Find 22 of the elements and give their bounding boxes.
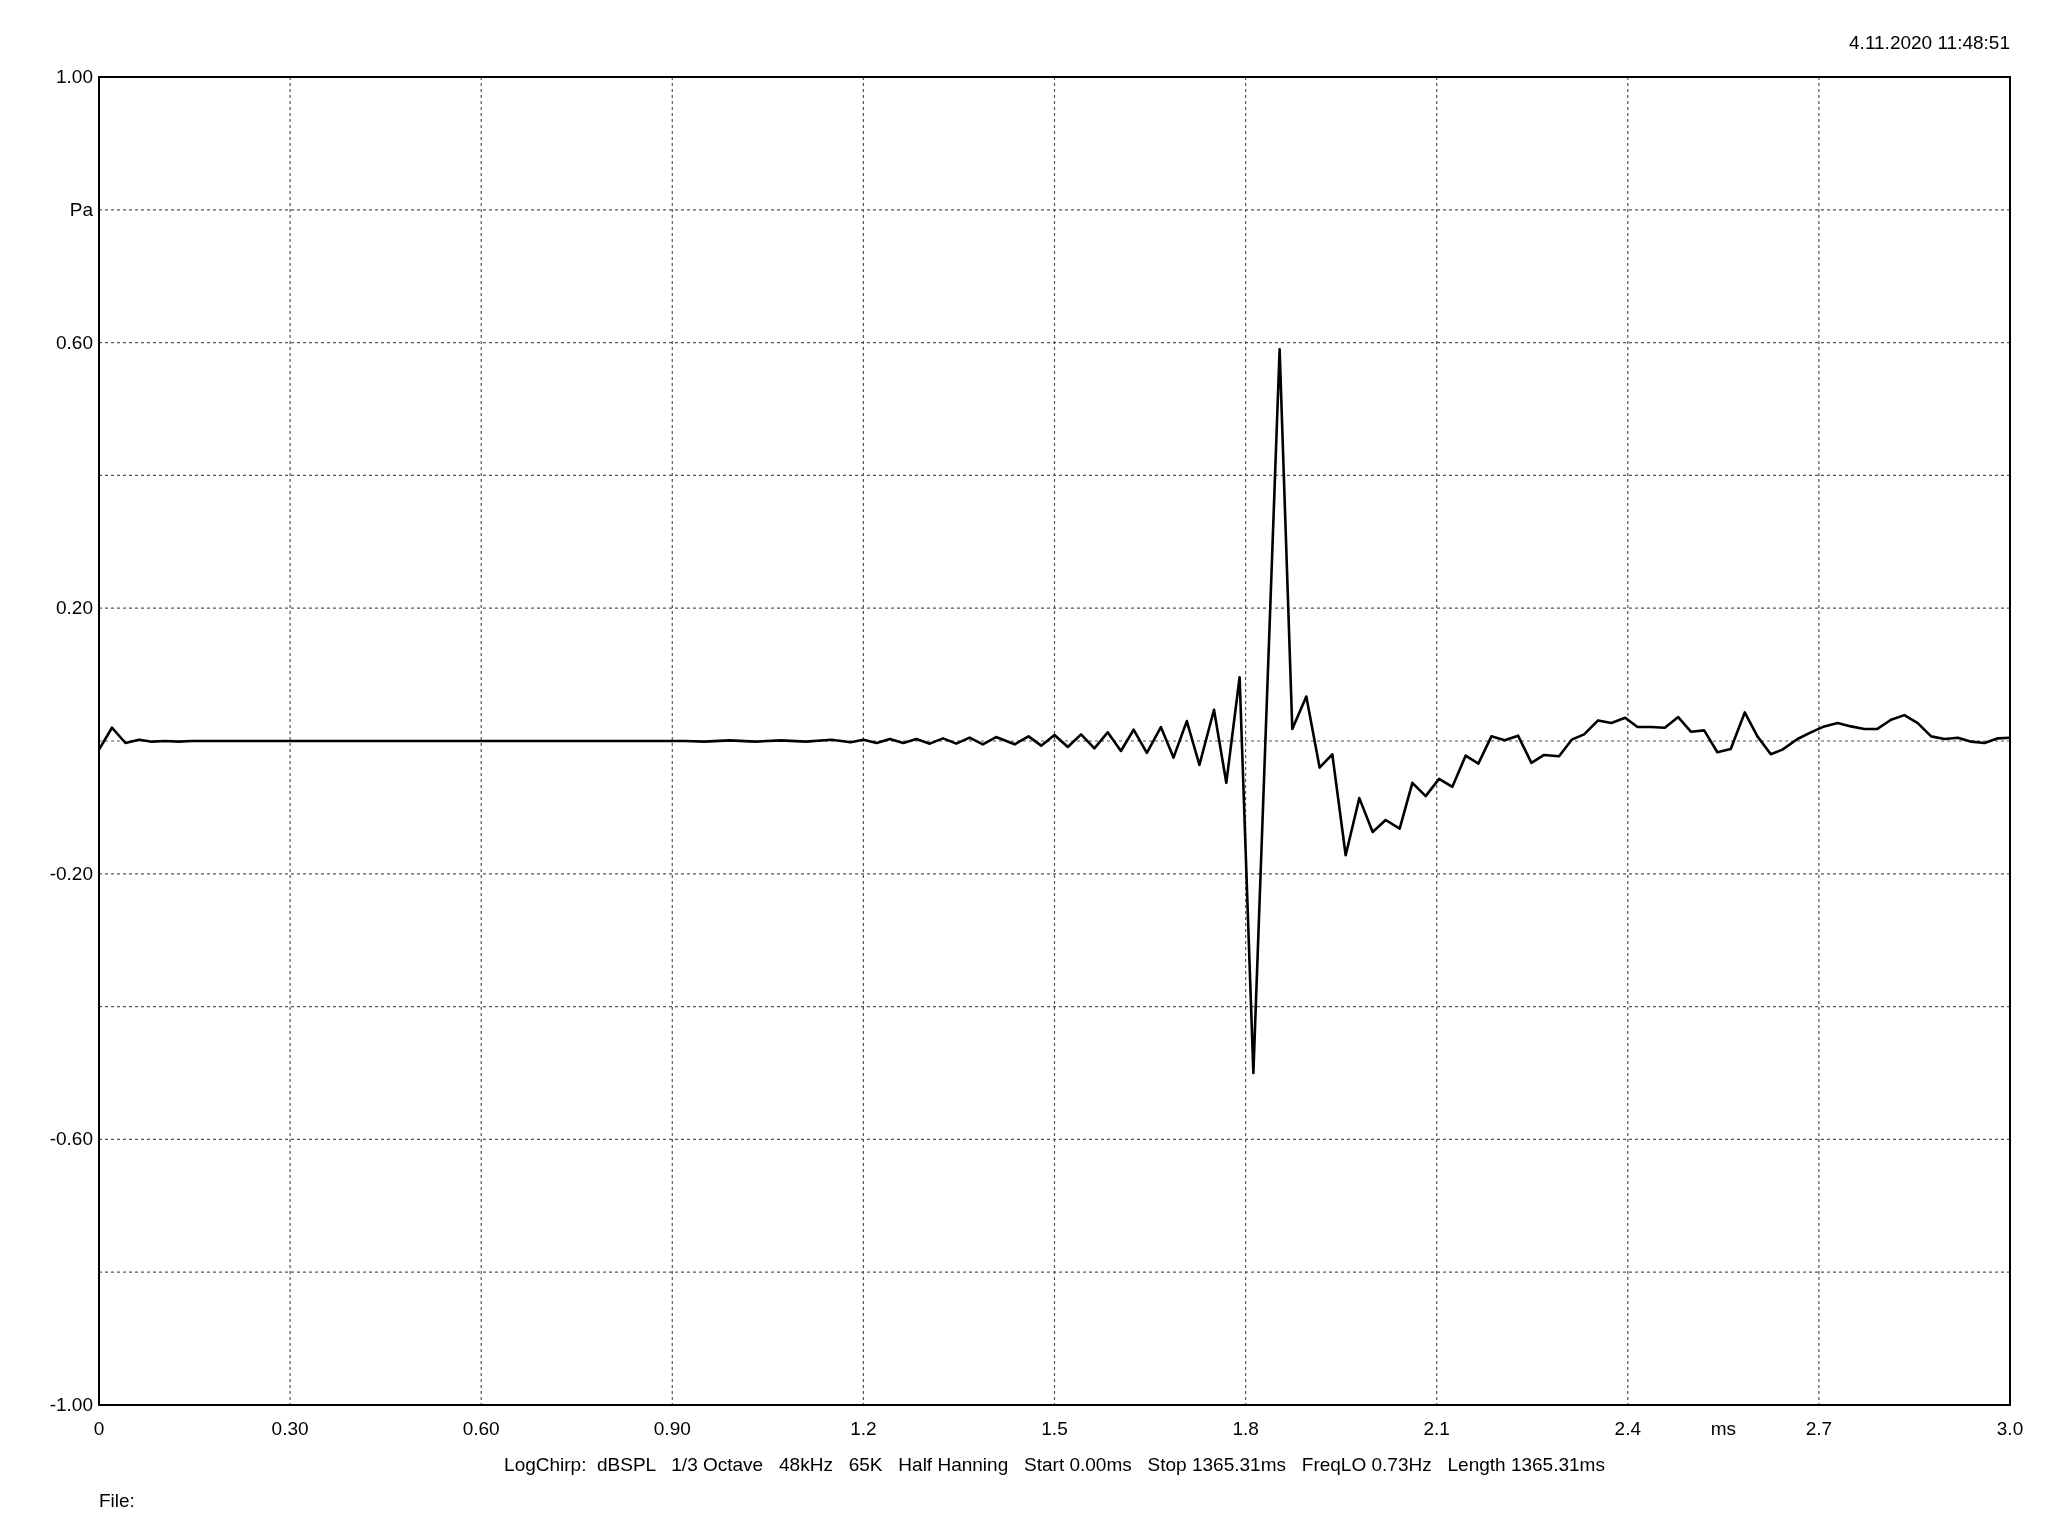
y-tick-label: -1.00 [49,1394,93,1415]
x-tick-label: 0.60 [462,1418,500,1439]
y-tick-label: 0.20 [56,597,93,619]
x-tick-label: 1.5 [1041,1418,1068,1439]
y-tick-label: 1.00 [56,66,93,87]
x-tick-label: 2.7 [1805,1418,1833,1439]
x-axis-title: ms [1710,1418,1737,1439]
y-axis-title: Pa [69,198,94,220]
x-tick-label: 1.2 [850,1418,877,1439]
x-tick-label: 2.1 [1423,1418,1450,1439]
y-tick-label: 0.60 [56,331,93,353]
x-tick-label: 0 [93,1418,105,1439]
x-tick-label: 0.90 [653,1418,691,1439]
y-tick-label: -0.60 [49,1128,93,1150]
x-tick-label: 2.4 [1614,1418,1642,1439]
x-tick-label: 3.0 [1996,1418,2024,1439]
text: 4.11.2020 11:48:51 [1849,32,2010,53]
text: File: [99,1490,135,1511]
y-tick-label: -0.20 [49,862,93,884]
x-tick-label: 0.30 [271,1418,309,1439]
x-tick-label: 1.8 [1232,1418,1259,1439]
text: LogChirp: dBSPL 1/3 Octave 48kHz 65K Half Hanning Start 0.00ms Stop 1365.31ms FreqLO 0.73Hz Length 1365.31ms [504,1454,1605,1475]
